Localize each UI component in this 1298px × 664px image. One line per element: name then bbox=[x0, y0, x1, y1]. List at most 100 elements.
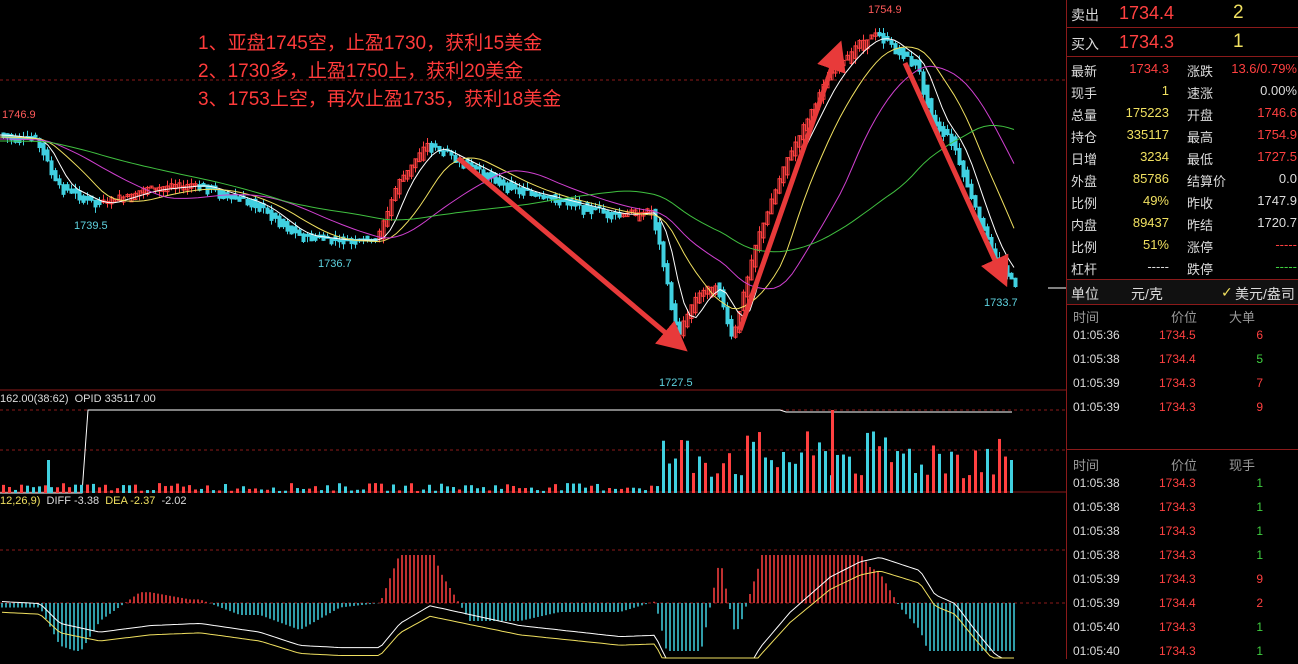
row-time: 01:05:39 bbox=[1073, 596, 1120, 610]
candle-body bbox=[149, 185, 154, 189]
stat-row: 比例 51% 涨停 ----- bbox=[1067, 234, 1298, 256]
row-price: 1734.3 bbox=[1159, 620, 1196, 634]
volume-bar bbox=[38, 486, 41, 493]
tick-row[interactable]: 01:05:38 1734.3 1 bbox=[1067, 496, 1298, 520]
volume-bar bbox=[638, 488, 641, 493]
candle-body bbox=[585, 202, 590, 212]
big-order-row[interactable]: 01:05:39 1734.3 9 bbox=[1067, 396, 1298, 420]
candle-body bbox=[93, 199, 98, 208]
row-volume: 9 bbox=[1256, 400, 1263, 414]
candle-body bbox=[157, 186, 162, 192]
volume-bar bbox=[158, 483, 161, 493]
big-order-row[interactable]: 01:05:39 1734.3 7 bbox=[1067, 372, 1298, 396]
buy-price: 1734.3 bbox=[1119, 32, 1175, 52]
stat-row: 总量 175223 开盘 1746.6 bbox=[1067, 102, 1298, 124]
volume-bar bbox=[650, 485, 653, 493]
volume-bar bbox=[620, 488, 623, 493]
volume-bar bbox=[980, 472, 983, 493]
volume-bar bbox=[800, 452, 803, 493]
volume-bar bbox=[812, 455, 815, 493]
volume-bar bbox=[356, 489, 359, 493]
candle-body bbox=[917, 59, 922, 72]
candle-body bbox=[201, 183, 206, 187]
candle-body bbox=[861, 39, 866, 51]
stat-value: 89437 bbox=[1132, 215, 1169, 230]
stat-row: 外盘 85786 结算价 0.0 bbox=[1067, 168, 1298, 190]
chart-area[interactable]: 1、亚盘1745空，止盈1730，获利15美金 2、1730多，止盈1750上，… bbox=[0, 0, 1066, 659]
stat-value: 1747.9 bbox=[1257, 193, 1297, 208]
volume-bar bbox=[668, 463, 671, 493]
candle-body bbox=[161, 186, 166, 192]
volume-bar bbox=[410, 483, 413, 493]
candle-body bbox=[425, 142, 430, 152]
unit-row[interactable]: 单位 元/克 ✓ 美元/盎司 bbox=[1067, 279, 1298, 305]
stat-row: 日增 3234 最低 1727.5 bbox=[1067, 146, 1298, 168]
candle-body bbox=[265, 207, 270, 214]
candle-body bbox=[969, 183, 974, 199]
volume-bar bbox=[482, 487, 485, 493]
volume-bar bbox=[182, 486, 185, 493]
candle-body bbox=[381, 220, 386, 240]
volume-bar bbox=[296, 488, 299, 493]
row-volume: 6 bbox=[1256, 328, 1263, 342]
buy-quote-row[interactable]: 买入 1734.3 1 bbox=[1067, 29, 1298, 57]
volume-bar bbox=[728, 453, 731, 493]
sell-label: 卖出 bbox=[1071, 7, 1099, 23]
candle-body bbox=[153, 187, 158, 191]
candle-body bbox=[673, 303, 678, 326]
volume-bar bbox=[818, 442, 821, 493]
candle-body bbox=[749, 259, 754, 281]
sell-quote-row[interactable]: 卖出 1734.4 2 bbox=[1067, 0, 1298, 28]
volume-bar bbox=[20, 484, 23, 493]
stat-label: 外盘 bbox=[1071, 174, 1098, 189]
volume-bar bbox=[938, 453, 941, 493]
candle-body bbox=[489, 171, 494, 179]
row-time: 01:05:38 bbox=[1073, 500, 1120, 514]
check-icon[interactable]: ✓ bbox=[1221, 284, 1233, 300]
unit-label: 单位 bbox=[1071, 286, 1099, 302]
tick-row[interactable]: 01:05:38 1734.3 1 bbox=[1067, 472, 1298, 496]
candle-body bbox=[313, 235, 318, 241]
tick-row[interactable]: 01:05:38 1734.3 1 bbox=[1067, 520, 1298, 544]
candle-body bbox=[581, 204, 586, 215]
volume-bar bbox=[896, 451, 899, 493]
row-volume: 5 bbox=[1256, 352, 1263, 366]
stat-value: 175223 bbox=[1125, 105, 1169, 120]
tick-row[interactable]: 01:05:40 1734.3 1 bbox=[1067, 640, 1298, 664]
candle-body bbox=[505, 182, 510, 194]
volume-bar bbox=[188, 485, 191, 493]
candle-body bbox=[873, 32, 878, 37]
tick-row[interactable]: 01:05:39 1734.4 2 bbox=[1067, 592, 1298, 616]
volume-bar bbox=[434, 490, 437, 493]
candle-body bbox=[913, 59, 918, 66]
big-order-row[interactable]: 01:05:36 1734.5 6 bbox=[1067, 324, 1298, 348]
candle-body bbox=[269, 209, 274, 221]
candle-body bbox=[417, 152, 422, 163]
big-order-row[interactable]: 01:05:38 1734.4 5 bbox=[1067, 348, 1298, 372]
candle-body bbox=[437, 145, 442, 152]
candle-body bbox=[97, 200, 102, 206]
volume-bar bbox=[338, 483, 341, 493]
macd-diff: DIFF -3.38 bbox=[46, 495, 100, 507]
volume-bar bbox=[326, 485, 329, 493]
tick-row[interactable]: 01:05:40 1734.3 1 bbox=[1067, 616, 1298, 640]
row-time: 01:05:40 bbox=[1073, 620, 1120, 634]
candle-body bbox=[637, 212, 642, 222]
row-price: 1734.3 bbox=[1159, 500, 1196, 514]
volume-bar bbox=[47, 460, 50, 493]
candle-body bbox=[949, 133, 954, 146]
candle-body bbox=[493, 172, 498, 184]
stat-label: 跌停 bbox=[1187, 262, 1214, 277]
candle-body bbox=[845, 54, 850, 61]
volume-bar bbox=[572, 483, 575, 493]
volume-bar bbox=[440, 483, 443, 493]
volume-bar bbox=[122, 485, 125, 493]
volume-bar bbox=[152, 490, 155, 493]
volume-bar bbox=[764, 457, 767, 493]
candle-body bbox=[965, 169, 970, 188]
tick-row[interactable]: 01:05:39 1734.3 9 bbox=[1067, 568, 1298, 592]
candle-body bbox=[753, 244, 758, 268]
volume-bar bbox=[26, 485, 29, 493]
candle-body bbox=[569, 198, 574, 207]
tick-row[interactable]: 01:05:38 1734.3 1 bbox=[1067, 544, 1298, 568]
